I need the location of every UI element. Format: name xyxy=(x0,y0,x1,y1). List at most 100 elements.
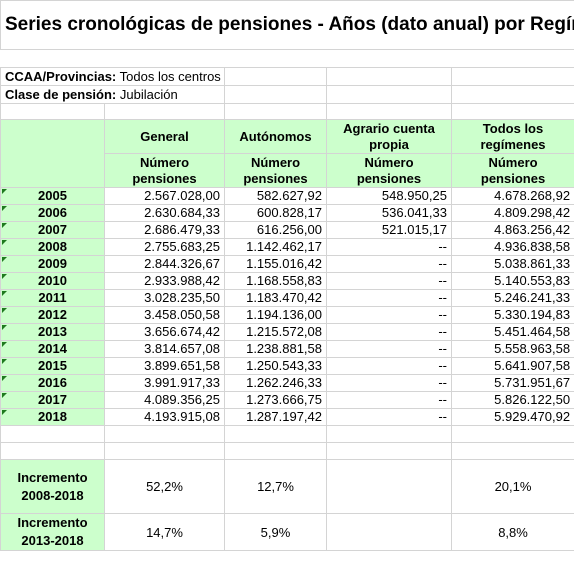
header-row: General Autónomos Agrario cuenta propia … xyxy=(0,119,574,188)
column-subheader: Número pensiones xyxy=(326,153,452,188)
value-cell: 3.656.674,42 xyxy=(104,323,225,341)
value-cell: 3.028.235,50 xyxy=(104,289,225,307)
year-label: 2015 xyxy=(38,358,67,374)
value-cell: 5.826.122,50 xyxy=(450,391,574,409)
filter-row: Clase de pensión: Jubilación xyxy=(0,85,574,104)
value-cell: -- xyxy=(326,340,452,358)
year-label: 2018 xyxy=(38,409,67,425)
value-cell: 582.627,92 xyxy=(224,187,327,205)
increment-value xyxy=(326,513,452,551)
value-cell: 5.038.861,33 xyxy=(450,255,574,273)
table-row: 2014 3.814.657,08 1.238.881,58 -- 5.558.963,… xyxy=(0,340,574,358)
table-row: 2018 4.193.915,08 1.287.197,42 -- 5.929.470,… xyxy=(0,408,574,426)
value-cell: 4.809.298,42 xyxy=(450,204,574,222)
value-cell: 1.287.197,42 xyxy=(224,408,327,426)
table-row: 2016 3.991.917,33 1.262.246,33 -- 5.731.951,… xyxy=(0,374,574,392)
year-cell: 2007 xyxy=(0,221,105,239)
year-label: 2007 xyxy=(38,222,67,238)
page-title: Series cronológicas de pensiones - Años … xyxy=(0,0,574,50)
value-cell: 5.731.951,67 xyxy=(450,374,574,392)
table-row: 2017 4.089.356,25 1.273.666,75 -- 5.826.122,… xyxy=(0,391,574,409)
table-row: 2010 2.933.988,42 1.168.558,83 -- 5.140.553,… xyxy=(0,272,574,290)
data-rows: 2005 2.567.028,00 582.627,92 548.950,25 4.67… xyxy=(0,187,574,426)
value-cell: -- xyxy=(326,408,452,426)
increment-value: 52,2% xyxy=(104,459,225,514)
title-row: Series cronológicas de pensiones - Años … xyxy=(0,0,574,50)
value-cell: 3.458.050,58 xyxy=(104,306,225,324)
value-cell: 548.950,25 xyxy=(326,187,452,205)
value-cell: 1.262.246,33 xyxy=(224,374,327,392)
value-cell: -- xyxy=(326,238,452,256)
increment-row: Incremento 2013-2018 14,7% 5,9% 8,8% xyxy=(0,513,574,551)
value-cell: 4.678.268,92 xyxy=(450,187,574,205)
value-cell: 521.015,17 xyxy=(326,221,452,239)
year-label: 2005 xyxy=(38,188,67,204)
year-label: 2016 xyxy=(38,375,67,391)
value-cell: 5.330.194,83 xyxy=(450,306,574,324)
value-cell: 1.215.572,08 xyxy=(224,323,327,341)
value-cell: -- xyxy=(326,272,452,290)
value-cell: 600.828,17 xyxy=(224,204,327,222)
value-cell: 1.183.470,42 xyxy=(224,289,327,307)
column-header: Autónomos xyxy=(224,119,327,154)
value-cell: 1.194.136,00 xyxy=(224,306,327,324)
subheader-row: Número pensiones Número pensiones Número… xyxy=(1,153,574,188)
table-row: 2011 3.028.235,50 1.183.470,42 -- 5.246.241,… xyxy=(0,289,574,307)
error-indicator-icon xyxy=(2,393,7,398)
increment-row: Incremento 2008-2018 52,2% 12,7% 20,1% xyxy=(0,459,574,514)
increment-value: 5,9% xyxy=(224,513,327,551)
year-label: 2006 xyxy=(38,205,67,221)
increment-value: 14,7% xyxy=(104,513,225,551)
error-indicator-icon xyxy=(2,410,7,415)
value-cell: 5.558.963,58 xyxy=(450,340,574,358)
year-label: 2010 xyxy=(38,273,67,289)
filter-value: Todos los centros xyxy=(119,69,221,84)
increment-label: Incremento 2013-2018 xyxy=(0,513,105,551)
year-cell: 2006 xyxy=(0,204,105,222)
table-row: 2009 2.844.326,67 1.155.016,42 -- 5.038.861,… xyxy=(0,255,574,273)
year-cell: 2010 xyxy=(0,272,105,290)
error-indicator-icon xyxy=(2,376,7,381)
value-cell: -- xyxy=(326,323,452,341)
year-label: 2008 xyxy=(38,239,67,255)
value-cell: 5.246.241,33 xyxy=(450,289,574,307)
year-cell: 2008 xyxy=(0,238,105,256)
value-cell: 4.936.838,58 xyxy=(450,238,574,256)
increment-value xyxy=(326,459,452,514)
filter-label: Clase de pensión: xyxy=(5,87,117,102)
value-cell: 3.991.917,33 xyxy=(104,374,225,392)
column-subheader: Número pensiones xyxy=(104,153,225,188)
value-cell: 2.933.988,42 xyxy=(104,272,225,290)
value-cell: -- xyxy=(326,255,452,273)
value-cell: 5.140.553,83 xyxy=(450,272,574,290)
value-cell: -- xyxy=(326,357,452,375)
value-cell: 2.567.028,00 xyxy=(104,187,225,205)
table-row: 2005 2.567.028,00 582.627,92 548.950,25 4.67… xyxy=(0,187,574,205)
error-indicator-icon xyxy=(2,342,7,347)
error-indicator-icon xyxy=(2,257,7,262)
value-cell: 2.686.479,33 xyxy=(104,221,225,239)
year-cell: 2011 xyxy=(0,289,105,307)
year-label: 2011 xyxy=(38,290,67,306)
value-cell: -- xyxy=(326,306,452,324)
year-label: 2009 xyxy=(38,256,67,272)
value-cell: 1.168.558,83 xyxy=(224,272,327,290)
value-cell: 616.256,00 xyxy=(224,221,327,239)
value-cell: -- xyxy=(326,391,452,409)
value-cell: 1.250.543,33 xyxy=(224,357,327,375)
column-header: Agrario cuenta propia xyxy=(326,119,452,154)
error-indicator-icon xyxy=(2,274,7,279)
error-indicator-icon xyxy=(2,325,7,330)
table-row: 2008 2.755.683,25 1.142.462,17 -- 4.936.838,… xyxy=(0,238,574,256)
value-cell: 1.142.462,17 xyxy=(224,238,327,256)
year-cell: 2012 xyxy=(0,306,105,324)
value-cell: 1.155.016,42 xyxy=(224,255,327,273)
error-indicator-icon xyxy=(2,223,7,228)
value-cell: 4.863.256,42 xyxy=(450,221,574,239)
error-indicator-icon xyxy=(2,291,7,296)
filter-value: Jubilación xyxy=(119,87,178,102)
filter-label: CCAA/Provincias: xyxy=(5,69,117,84)
year-cell: 2017 xyxy=(0,391,105,409)
